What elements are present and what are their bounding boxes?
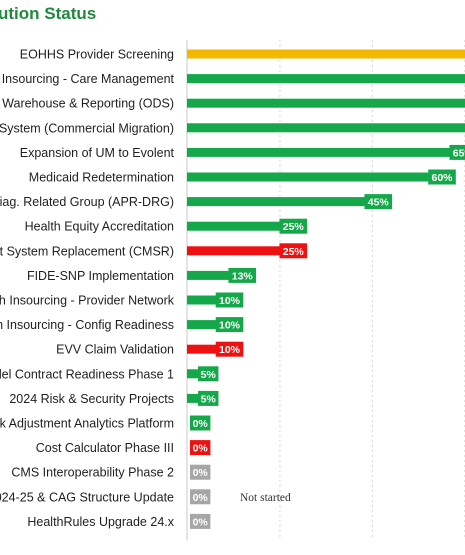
data-label-box-10	[228, 267, 257, 283]
category-label-14: odel Contract Readiness Phase 1	[0, 367, 174, 381]
data-label-20: 0%	[193, 516, 209, 528]
data-label-box-14	[198, 366, 219, 382]
data-label-12: 10%	[219, 320, 241, 332]
data-label-box-5	[449, 144, 465, 160]
data-label-9: 25%	[283, 246, 305, 258]
category-label-10: FIDE-SNP Implementation	[27, 269, 174, 283]
bar-1	[187, 49, 465, 59]
bar-14	[187, 369, 209, 379]
data-label-box-18	[190, 464, 211, 480]
category-label-13: EVV Claim Validation	[56, 343, 174, 357]
category-label-16: k Adjustment Analytics Platform	[0, 417, 174, 431]
data-label-8: 25%	[283, 221, 305, 233]
bar-10	[187, 270, 243, 280]
data-label-box-6	[428, 169, 456, 185]
data-label-box-7	[364, 194, 393, 210]
data-label-box-13	[215, 341, 244, 357]
data-label-18: 0%	[193, 467, 209, 479]
bar-11	[187, 295, 230, 305]
data-label-box-11	[215, 292, 244, 308]
bar-7	[187, 197, 379, 207]
data-label-17: 0%	[193, 443, 209, 455]
data-label-5: 65%	[453, 147, 465, 159]
category-label-6: Medicaid Redetermination	[29, 171, 174, 185]
data-label-10: 13%	[232, 270, 254, 282]
data-label-box-15	[198, 390, 219, 406]
data-label-15: 5%	[201, 393, 217, 405]
bar-6	[187, 172, 442, 182]
category-label-7: Diag. Related Group (APR-DRG)	[0, 195, 174, 209]
bar-12	[187, 320, 230, 330]
data-label-box-17	[190, 440, 211, 456]
data-label-7: 45%	[368, 197, 390, 209]
category-label-11: h Insourcing - Provider Network	[0, 294, 175, 308]
category-label-20: HealthRules Upgrade 24.x	[27, 515, 174, 529]
category-label-5: Expansion of UM to Evolent	[20, 146, 175, 160]
category-label-19: 024-25 & CAG Structure Update	[0, 490, 174, 504]
data-label-box-12	[215, 317, 244, 333]
data-label-11: 10%	[219, 295, 241, 307]
data-label-16: 0%	[193, 418, 209, 430]
data-label-box-19	[190, 489, 211, 505]
data-label-13: 10%	[219, 344, 241, 356]
chart-title: ution Status	[0, 4, 97, 23]
data-label-6: 60%	[431, 172, 453, 184]
data-label-19: 0%	[193, 492, 209, 504]
data-label-box-9	[279, 243, 308, 259]
category-label-4: System (Commercial Migration)	[0, 121, 174, 135]
annotation-not-started: Not started	[240, 492, 291, 504]
bar-4	[187, 123, 465, 133]
category-label-15: 2024 Risk & Security Projects	[9, 392, 174, 406]
data-label-box-20	[190, 513, 211, 529]
category-label-18: CMS Interoperability Phase 2	[11, 466, 174, 480]
category-label-3: a Warehouse & Reporting (ODS)	[0, 97, 174, 111]
category-label-1: EOHHS Provider Screening	[20, 48, 174, 62]
bar-2	[187, 74, 465, 84]
bar-5	[187, 147, 464, 157]
category-label-17: Cost Calculator Phase III	[36, 441, 174, 455]
bar-8	[187, 221, 294, 231]
bar-15	[187, 393, 209, 403]
data-label-box-8	[279, 218, 308, 234]
bar-9	[187, 246, 294, 256]
bar-13	[187, 344, 230, 354]
category-label-9: ent System Replacement (CMSR)	[0, 244, 174, 258]
category-label-2: n Insourcing - Care Management	[0, 72, 175, 86]
data-label-14: 5%	[201, 369, 217, 381]
bar-3	[187, 98, 465, 108]
category-label-8: Health Equity Accreditation	[25, 220, 174, 234]
data-label-box-16	[190, 415, 211, 431]
category-label-12: th Insourcing - Config Readiness	[0, 318, 174, 332]
